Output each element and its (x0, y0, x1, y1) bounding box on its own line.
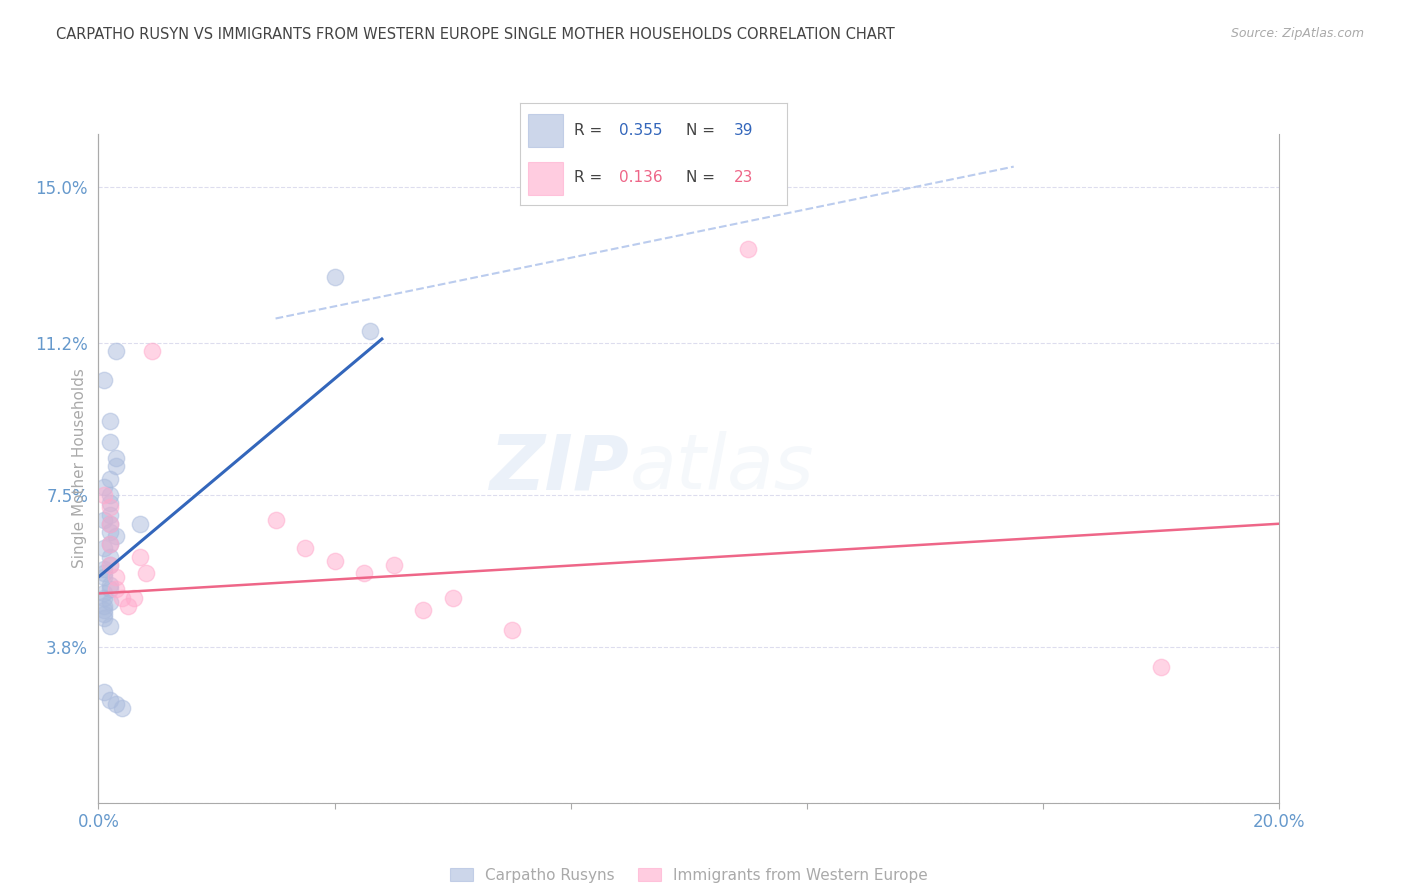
Point (105, 529, 128, 543)
Text: R =: R = (574, 170, 607, 185)
Point (93, 603, 115, 617)
Point (98, 595, 121, 609)
Point (93, 541, 115, 556)
Point (353, 566, 375, 580)
Point (98, 500, 121, 515)
Point (93, 488, 115, 502)
Point (93, 570, 115, 584)
Point (98, 434, 121, 449)
Point (359, 324, 381, 338)
Point (93, 607, 115, 621)
Point (98, 524, 121, 539)
Point (98, 414, 121, 428)
Point (98, 472, 121, 486)
Text: 23: 23 (734, 170, 754, 185)
Point (382, 558, 405, 572)
Point (737, 242, 759, 256)
Point (98, 537, 121, 551)
Text: CARPATHO RUSYN VS IMMIGRANTS FROM WESTERN EUROPE SINGLE MOTHER HOUSEHOLDS CORREL: CARPATHO RUSYN VS IMMIGRANTS FROM WESTER… (56, 27, 896, 42)
Point (98, 582, 121, 597)
Point (93, 685, 115, 699)
Point (1150, 660, 1173, 674)
Bar (529, 162, 562, 194)
Point (93, 513, 115, 527)
Point (98, 496, 121, 510)
Point (98, 537, 121, 551)
Point (93, 586, 115, 600)
Point (93, 480, 115, 494)
Point (501, 624, 523, 638)
Text: N =: N = (686, 123, 720, 137)
Y-axis label: Single Mother Households: Single Mother Households (72, 368, 87, 568)
Point (98, 516, 121, 531)
Point (98, 619, 121, 633)
Point (93, 611, 115, 625)
Text: 0.136: 0.136 (619, 170, 662, 185)
Point (98, 578, 121, 592)
Point (105, 344, 128, 359)
Point (441, 591, 464, 605)
Point (111, 591, 134, 605)
Point (98, 516, 121, 531)
Bar (529, 114, 562, 146)
Point (323, 270, 346, 285)
Point (128, 516, 150, 531)
Point (122, 591, 145, 605)
Text: atlas: atlas (630, 432, 814, 505)
Point (111, 701, 134, 715)
Point (98, 558, 121, 572)
Text: ZIP: ZIP (491, 432, 630, 505)
Text: 39: 39 (734, 123, 754, 137)
Point (412, 603, 434, 617)
Point (105, 698, 128, 712)
Text: N =: N = (686, 170, 720, 185)
Point (93, 566, 115, 580)
Point (117, 599, 139, 613)
Point (98, 693, 121, 707)
Point (105, 582, 128, 597)
Point (294, 541, 316, 556)
Point (141, 344, 163, 359)
Point (105, 450, 128, 465)
Point (323, 554, 346, 568)
Point (128, 549, 150, 564)
Point (105, 459, 128, 474)
Point (135, 566, 157, 580)
Text: R =: R = (574, 123, 607, 137)
Point (93, 599, 115, 613)
Point (98, 549, 121, 564)
Point (98, 558, 121, 572)
Point (98, 488, 121, 502)
Text: 0.355: 0.355 (619, 123, 662, 137)
Text: Source: ZipAtlas.com: Source: ZipAtlas.com (1230, 27, 1364, 40)
Point (98, 508, 121, 523)
Point (93, 591, 115, 605)
Point (264, 513, 287, 527)
Point (93, 373, 115, 387)
Point (93, 562, 115, 576)
Legend: Carpatho Rusyns, Immigrants from Western Europe: Carpatho Rusyns, Immigrants from Western… (444, 862, 934, 888)
Point (105, 570, 128, 584)
